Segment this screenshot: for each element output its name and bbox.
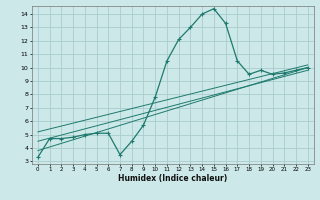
X-axis label: Humidex (Indice chaleur): Humidex (Indice chaleur) [118,174,228,183]
